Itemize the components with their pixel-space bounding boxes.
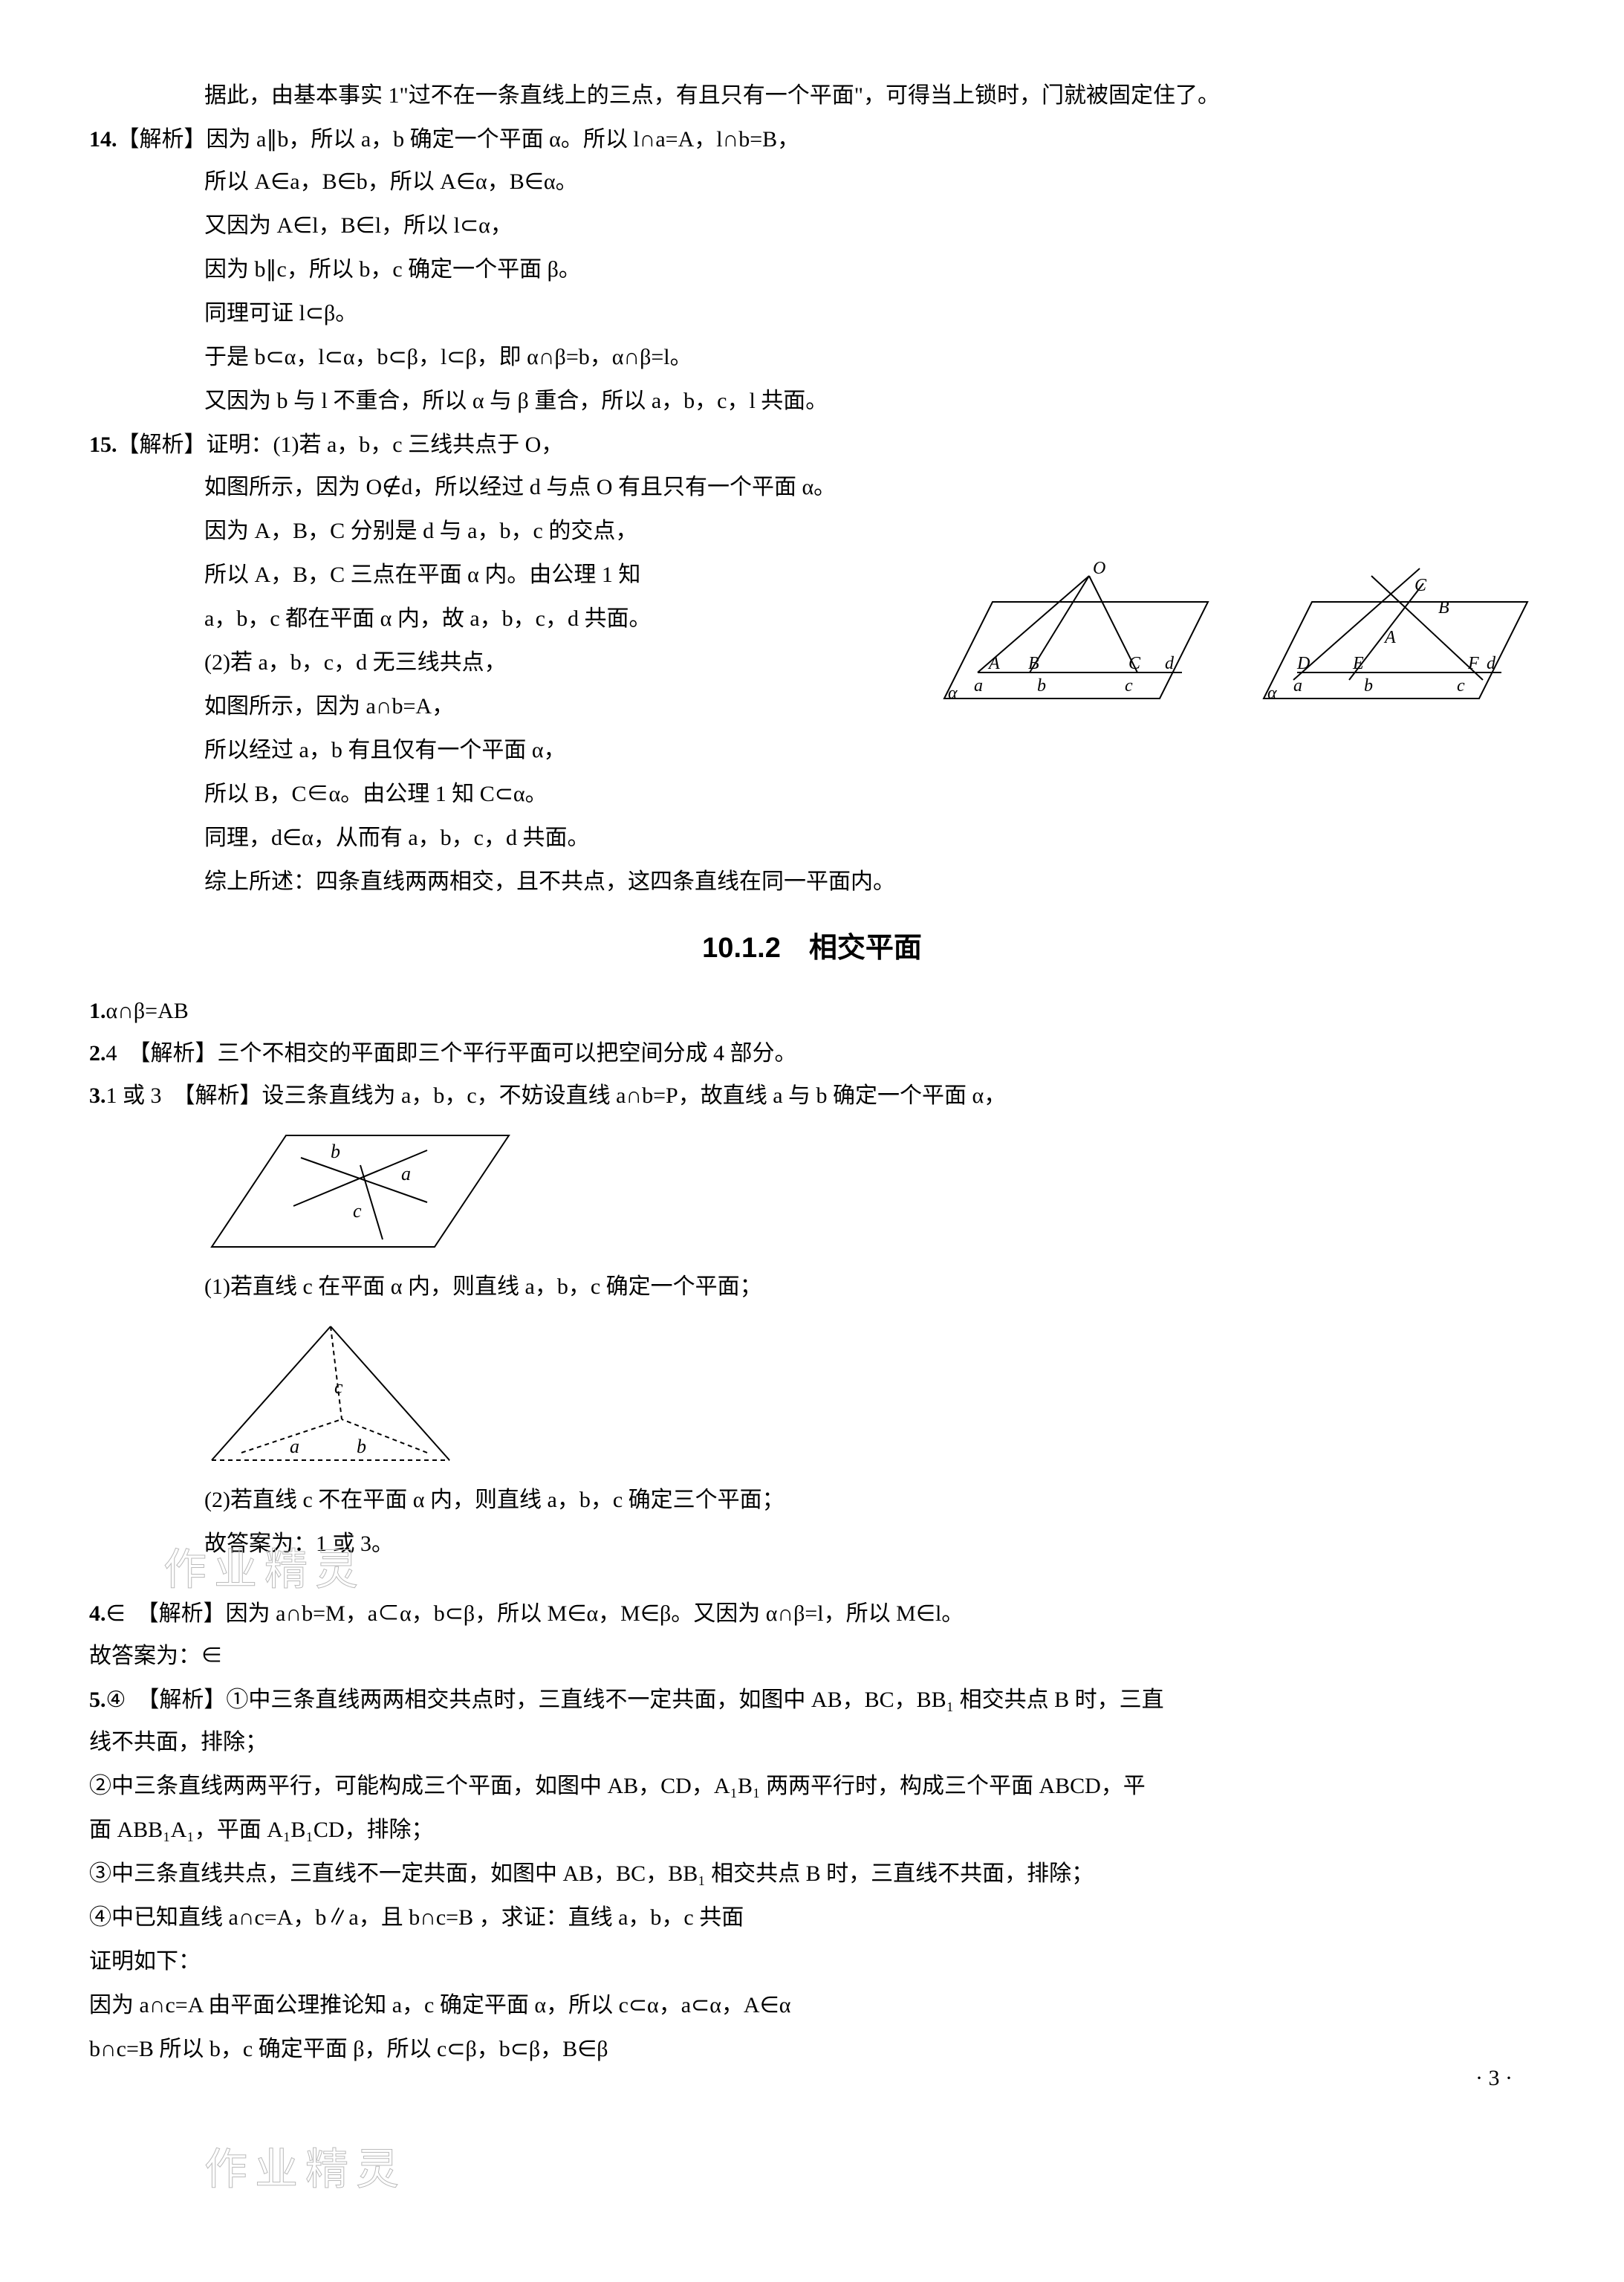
q15-num: 15.: [89, 424, 117, 466]
q15-head: 15. 【解析】证明：(1)若 a，b，c 三线共点于 O，: [89, 424, 1535, 466]
label-A: A: [987, 654, 1000, 673]
label-a: a: [401, 1163, 411, 1184]
label-b: b: [357, 1436, 366, 1457]
q4-ans: ∈: [106, 1592, 126, 1635]
q15-diagrams: O A B C d a b c α C B A: [933, 554, 1535, 710]
q14-head-text: 【解析】因为 a∥b，所以 a，b 确定一个平面 α。所以 l∩a=A，l∩b=…: [117, 118, 800, 161]
label-b: b: [1037, 676, 1046, 696]
q5-line: 线不共面，排除；: [89, 1721, 1535, 1763]
q15-line: 综上所述：四条直线两两相交，且不共点，这四条直线在同一平面内。: [89, 860, 1535, 903]
q5-line: ②中三条直线两两平行，可能构成三个平面，如图中 AB，CD，A₁B₁ 两两平行时…: [89, 1765, 1535, 1807]
label-c: c: [1125, 676, 1133, 696]
q14-num: 14.: [89, 118, 117, 161]
q2-num: 2.: [89, 1032, 106, 1074]
diagram-3a: b a c: [204, 1128, 516, 1254]
q5-line: ④中已知直线 a∩c=A，b∥a，且 b∩c=B ，求证：直线 a，b，c 共面: [89, 1896, 1535, 1939]
q2-text: 【解析】三个不相交的平面即三个平行平面可以把空间分成 4 部分。: [117, 1032, 797, 1074]
q5-num: 5.: [89, 1679, 106, 1721]
q1-text: α∩β=AB: [106, 990, 189, 1032]
label-c: c: [353, 1200, 362, 1222]
label-A: A: [1383, 628, 1396, 647]
label-B: B: [1438, 598, 1449, 617]
q14-line: 因为 b∥c，所以 b，c 确定一个平面 β。: [89, 248, 1535, 291]
q3-text: 【解析】设三条直线为 a，b，c，不妨设直线 a∩b=P，故直线 a 与 b 确…: [162, 1074, 1007, 1117]
label-O: O: [1093, 559, 1105, 578]
diagram-15b: C B A D E F d a b c α: [1253, 554, 1535, 710]
label-b: b: [331, 1141, 340, 1162]
label-D: D: [1296, 654, 1310, 673]
q14-line: 又因为 A∈l，B∈l，所以 l⊂α，: [89, 204, 1535, 247]
q1-num: 1.: [89, 990, 106, 1032]
q14-line: 所以 A∈a，B∈b，所以 A∈α，B∈α。: [89, 161, 1535, 203]
label-d: d: [1165, 654, 1175, 673]
q4-l1: 故答案为：∈: [89, 1635, 1535, 1677]
watermark: 作业精灵: [204, 2129, 1535, 2211]
q5: 5. ④ 【解析】①中三条直线两两相交共点时，三直线不一定共面，如图中 AB，B…: [89, 1679, 1535, 1721]
q5-line: 证明如下：: [89, 1940, 1535, 1983]
label-a: a: [1293, 676, 1302, 696]
q1: 1. α∩β=AB: [89, 990, 1535, 1032]
q15-line: 如图所示，因为 O∉d，所以经过 d 与点 O 有且只有一个平面 α。: [89, 466, 1535, 508]
pre-text: 据此，由基本事实 1"过不在一条直线上的三点，有且只有一个平面"，可得当上锁时，…: [89, 74, 1535, 117]
q5-line: 面 ABB₁A₁，平面 A₁B₁CD，排除；: [89, 1809, 1535, 1851]
label-c: c: [334, 1376, 343, 1398]
q14-head: 14. 【解析】因为 a∥b，所以 a，b 确定一个平面 α。所以 l∩a=A，…: [89, 118, 1535, 161]
q14-line: 同理可证 l⊂β。: [89, 292, 1535, 334]
diagram-3b: c a b: [204, 1319, 457, 1468]
q4-num: 4.: [89, 1592, 106, 1635]
label-C: C: [1128, 654, 1141, 673]
label-alpha: α: [948, 684, 958, 703]
q15-line: 同理，d∈α，从而有 a，b，c，d 共面。: [89, 817, 1535, 859]
label-alpha: α: [1267, 684, 1277, 703]
q14-line: 于是 b⊂α，l⊂α，b⊂β，l⊂β，即 α∩β=b，α∩β=l。: [89, 336, 1535, 378]
label-E: E: [1352, 654, 1364, 673]
q15-line: 所以经过 a，b 有且仅有一个平面 α，: [89, 729, 1535, 771]
q5-line: ③中三条直线共点，三直线不一定共面，如图中 AB，BC，BB₁ 相交共点 B 时…: [89, 1852, 1535, 1895]
q5-text: 【解析】①中三条直线两两相交共点时，三直线不一定共面，如图中 AB，BC，BB₁…: [126, 1679, 1163, 1721]
q3-ans: 1 或 3: [106, 1074, 162, 1117]
q15-head-text: 【解析】证明：(1)若 a，b，c 三线共点于 O，: [117, 424, 564, 466]
label-B: B: [1028, 654, 1039, 673]
section-title: 10.1.2 相交平面: [89, 921, 1535, 975]
q14-line: 又因为 b 与 l 不重合，所以 α 与 β 重合，所以 a，b，c，l 共面。: [89, 380, 1535, 422]
q3: 3. 1 或 3 【解析】设三条直线为 a，b，c，不妨设直线 a∩b=P，故直…: [89, 1074, 1535, 1117]
q3-l2: (2)若直线 c 不在平面 α 内，则直线 a，b，c 确定三个平面；: [89, 1479, 1535, 1521]
q15-diagram-block: 所以 A，B，C 三点在平面 α 内。由公理 1 知 a，b，c 都在平面 α …: [89, 554, 1535, 771]
q3-l1: (1)若直线 c 在平面 α 内，则直线 a，b，c 确定一个平面；: [89, 1265, 1535, 1308]
q2-ans: 4: [106, 1032, 117, 1074]
q15-line: 因为 A，B，C 分别是 d 与 a，b，c 的交点，: [89, 510, 1535, 552]
label-a: a: [974, 676, 983, 696]
diagram-15a: O A B C d a b c α: [933, 554, 1215, 710]
q2: 2. 4 【解析】三个不相交的平面即三个平行平面可以把空间分成 4 部分。: [89, 1032, 1535, 1074]
q15-line: 所以 B，C∈α。由公理 1 知 C⊂α。: [89, 773, 1535, 815]
label-F: F: [1467, 654, 1479, 673]
q5-line: 因为 a∩c=A 由平面公理推论知 a，c 确定平面 α，所以 c⊂α，a⊂α，…: [89, 1984, 1535, 2026]
label-a: a: [290, 1436, 299, 1457]
q3-num: 3.: [89, 1074, 106, 1117]
q5-ans: ④: [106, 1679, 126, 1721]
label-c: c: [1457, 676, 1465, 696]
label-C: C: [1414, 576, 1427, 595]
watermark: 作业精灵: [163, 1529, 1535, 1611]
label-d: d: [1487, 654, 1496, 673]
label-b: b: [1364, 676, 1373, 696]
